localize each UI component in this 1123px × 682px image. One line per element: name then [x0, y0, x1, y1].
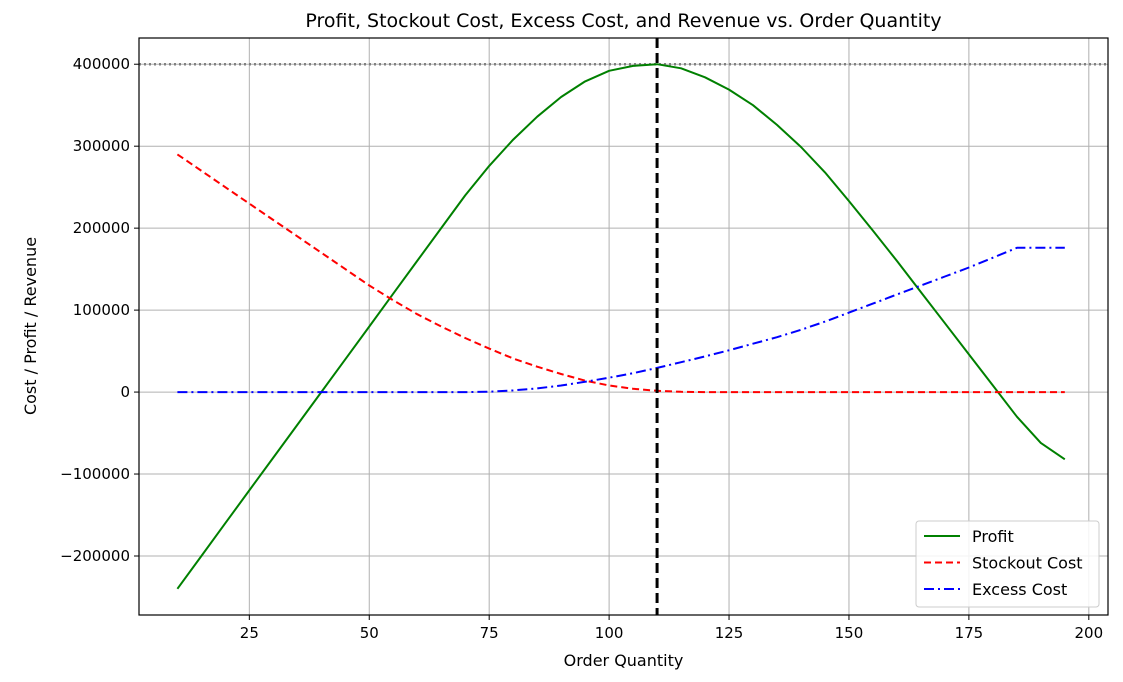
axis-ticks: 25 50 75 100 125 150 175 200 −200000 −100000 0 1000…: [60, 55, 1103, 642]
x-axis-label: Order Quantity: [564, 651, 684, 670]
series-group: [176, 63, 1066, 590]
x-tick-label: 150: [835, 624, 864, 642]
x-tick-label: 100: [595, 624, 624, 642]
chart-title: Profit, Stockout Cost, Excess Cost, and …: [305, 10, 941, 32]
legend-label: Stockout Cost: [972, 554, 1083, 573]
y-tick-label: 0: [120, 383, 130, 401]
legend-label: Profit: [972, 527, 1014, 546]
series-line-excess-cost: [177, 246, 1065, 394]
y-tick-label: 400000: [73, 55, 130, 73]
y-tick-label: −100000: [60, 465, 130, 483]
x-tick-label: 75: [480, 624, 499, 642]
series-line-stockout-cost: [176, 153, 1065, 394]
y-tick-label: 100000: [73, 301, 130, 319]
legend-box: [915, 520, 1100, 608]
x-tick-label: 200: [1074, 624, 1103, 642]
legend-label: Excess Cost: [972, 580, 1067, 599]
y-tick-label: 200000: [73, 219, 130, 237]
legend: Profit Stockout Cost Excess Cost: [915, 520, 1100, 608]
x-tick-label: 25: [240, 624, 259, 642]
y-tick-label: 300000: [73, 137, 130, 155]
x-tick-label: 175: [955, 624, 984, 642]
series-line-profit: [176, 63, 1066, 590]
plot-frame: [138, 37, 1109, 616]
y-tick-label: −200000: [60, 547, 130, 565]
y-axis-label: Cost / Profit / Revenue: [21, 237, 40, 415]
x-tick-label: 50: [360, 624, 379, 642]
x-tick-label: 125: [715, 624, 744, 642]
